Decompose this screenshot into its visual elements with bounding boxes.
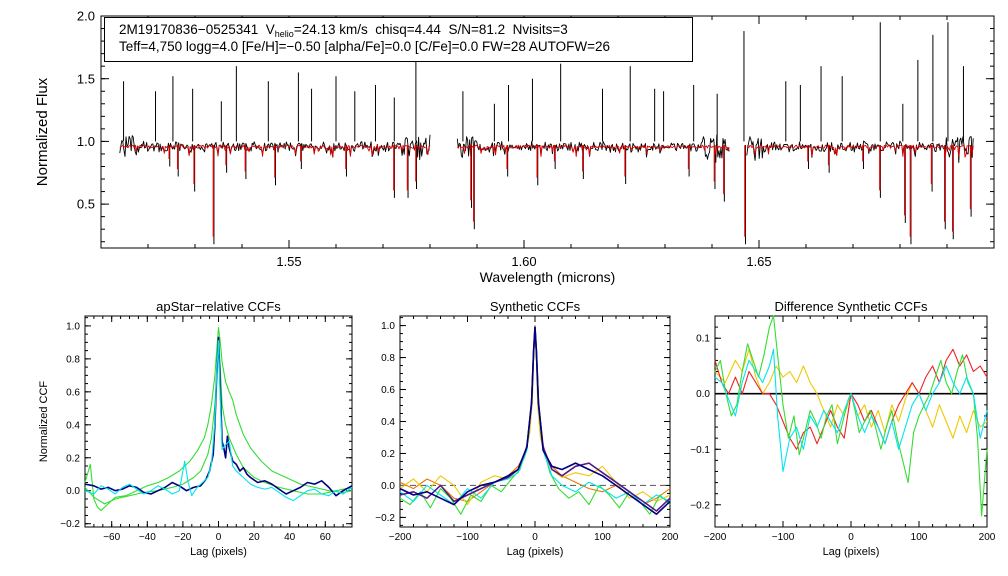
x-tick-label: 1.55 <box>276 254 301 269</box>
y-tick-label: 1.0 <box>66 321 80 332</box>
x-tick-label: −200 <box>704 532 727 543</box>
x-axis-title: Lag (pixels) <box>190 546 247 558</box>
x-tick-label: 40 <box>284 532 296 543</box>
x-tick-label: −40 <box>139 532 156 543</box>
star-info-line-1: 2M19170836−0525341 Vhelio=24.13 km/s chi… <box>119 21 692 39</box>
x-tick-label: 0 <box>848 532 854 543</box>
y-tick-label: 1.5 <box>77 71 95 86</box>
ccf-series-green <box>84 326 353 512</box>
snr-value: S/N=81.2 <box>448 22 506 37</box>
vhelio-label: V <box>265 22 275 37</box>
ccf-series-navy <box>84 336 353 497</box>
ccf-synthetic-panel: −200 −100 0 100 200 −0.2 0.0 0.2 0.4 0.6 0.8 1.0 Syn… <box>375 299 679 558</box>
y-tick-label: −0.1 <box>690 445 710 456</box>
ccf-apstar-panel: −60 −40 −20 0 20 40 60 −0.2 0.0 0.2 0.4 0.6 0.8 1.0 ap… <box>38 299 353 558</box>
y-tick-label: 0.4 <box>381 417 395 428</box>
y-tick-label: 0.6 <box>381 385 395 396</box>
ccf-series-purple <box>399 326 671 512</box>
x-tick-label: 0 <box>532 532 538 543</box>
model-chip-2 <box>746 144 974 158</box>
star-info-box: 2M19170836−0525341 Vhelio=24.13 km/s chi… <box>104 17 693 62</box>
ccf-series-cyan <box>714 348 988 473</box>
y-tick-label: 0.8 <box>381 353 395 364</box>
y-tick-label: 0.0 <box>66 486 80 497</box>
x-tick-label: −100 <box>456 532 479 543</box>
y-tick-label: −0.2 <box>375 513 395 524</box>
x-tick-label: 60 <box>320 532 332 543</box>
observed-chip-2 <box>746 136 974 163</box>
y-tick-label: −0.2 <box>60 519 80 530</box>
y-axis-title: Normalized CCF <box>38 381 50 463</box>
panel-title: apStar−relative CCFs <box>156 299 281 314</box>
y-tick-label: 1.0 <box>77 134 95 149</box>
vhelio-subscript: helio <box>274 29 294 39</box>
model-spectrum <box>119 144 974 237</box>
x-axis-title: Lag (pixels) <box>507 546 564 558</box>
panel-title: Difference Synthetic CCFs <box>775 299 928 314</box>
x-tick-label: −100 <box>772 532 795 543</box>
y-tick-label: 0.2 <box>66 453 80 464</box>
y-tick-label: 0.6 <box>66 387 80 398</box>
y-tick-label: 1.0 <box>381 321 395 332</box>
spectrum-panel: 1.55 1.60 1.65 0.5 1.0 1.5 2.0 Wavelength (micr… <box>34 9 995 285</box>
star-id: 2M19170836−0525341 <box>119 22 259 37</box>
x-tick-label: 1.65 <box>746 254 771 269</box>
vhelio-value: =24.13 km/s <box>293 22 368 37</box>
ccf-series-green <box>714 315 988 517</box>
star-info-line-2: Teff=4,750 logg=4.0 [Fe/H]=−0.50 [alpha/… <box>119 39 611 54</box>
x-axis-title: Wavelength (microns) <box>480 269 616 285</box>
y-tick-label: 0.2 <box>381 449 395 460</box>
ccf-series-cyan <box>84 340 353 502</box>
y-tick-label: −0.2 <box>690 500 710 511</box>
x-tick-label: 20 <box>249 532 261 543</box>
y-tick-label: 0.0 <box>696 389 710 400</box>
ccf-series-green2 <box>84 336 353 505</box>
x-axis-title: Lag (pixels) <box>823 546 880 558</box>
y-tick-label: 0.0 <box>381 481 395 492</box>
panel-title: Synthetic CCFs <box>490 299 581 314</box>
ccf-series-cyan <box>399 329 671 506</box>
x-tick-label: 0 <box>216 532 222 543</box>
ccf-series-yellow <box>399 328 671 506</box>
x-tick-label: −60 <box>103 532 120 543</box>
model-chip-1 <box>457 144 730 158</box>
ccf-series-navy <box>399 326 671 516</box>
plot-frame <box>100 15 995 249</box>
x-tick-label: −200 <box>389 532 412 543</box>
x-tick-label: 200 <box>662 532 679 543</box>
y-axis-title: Normalized Flux <box>34 77 51 186</box>
y-tick-label: 0.5 <box>77 197 95 212</box>
y-tick-label: 0.8 <box>66 354 80 365</box>
y-tick-label: 2.0 <box>77 9 95 24</box>
ccf-series-red <box>714 348 988 450</box>
chisq-value: chisq=4.44 <box>375 22 441 37</box>
x-tick-label: 200 <box>979 532 996 543</box>
y-tick-label: 0.1 <box>696 334 710 345</box>
nvisits-value: Nvisits=3 <box>512 22 568 37</box>
x-tick-label: 100 <box>911 532 928 543</box>
ccf-difference-panel: −200 −100 0 100 200 −0.2 −0.1 0.0 0.1 Difference … <box>690 299 996 558</box>
x-tick-label: −20 <box>174 532 191 543</box>
x-tick-label: 100 <box>594 532 611 543</box>
y-tick-label: 0.4 <box>66 420 80 431</box>
ccf-series-orange <box>399 325 671 506</box>
x-tick-label: 1.60 <box>511 254 536 269</box>
